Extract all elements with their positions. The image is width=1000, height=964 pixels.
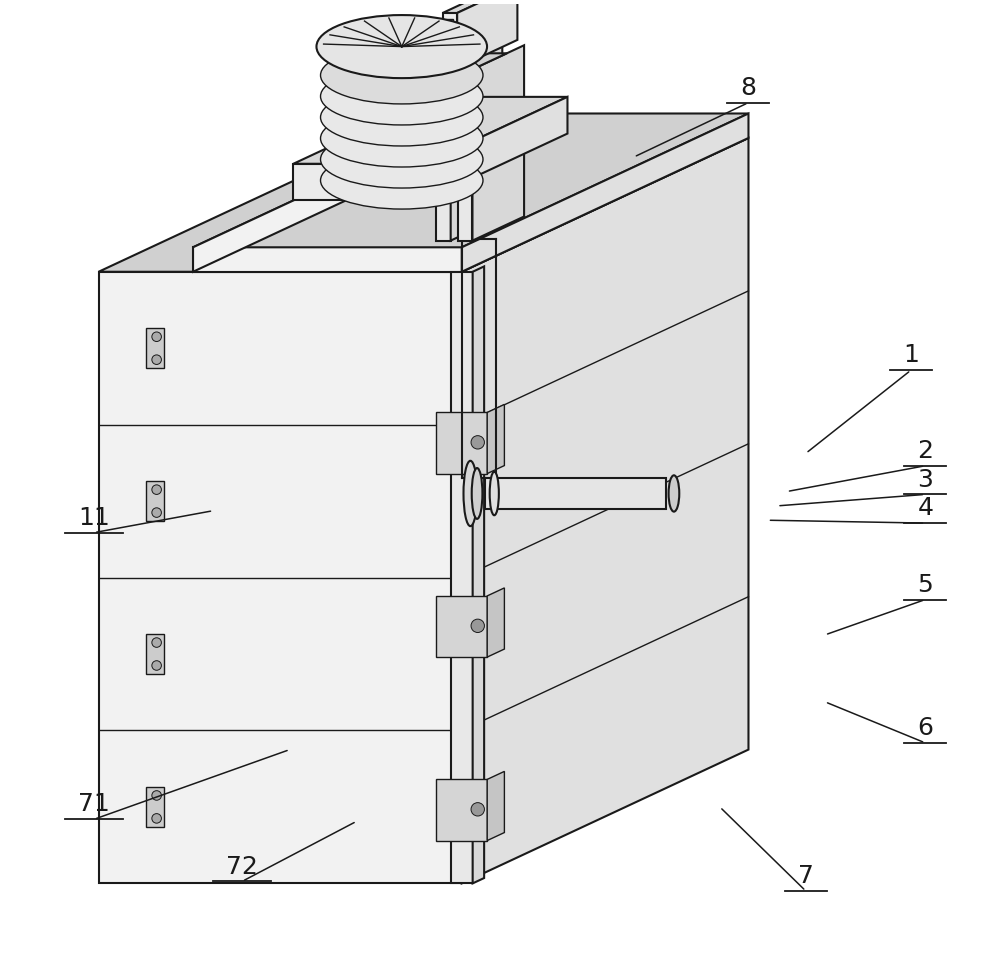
Bar [146,787,164,827]
Polygon shape [446,19,453,62]
Text: 5: 5 [917,573,933,597]
Ellipse shape [321,46,483,104]
Polygon shape [436,780,487,841]
Text: 72: 72 [226,855,258,878]
Ellipse shape [321,131,483,188]
Polygon shape [193,114,748,248]
Circle shape [152,508,161,518]
Bar [146,481,164,522]
Circle shape [152,660,161,670]
Polygon shape [436,69,451,241]
Polygon shape [487,771,504,841]
Polygon shape [293,96,567,164]
Text: 8: 8 [740,76,756,99]
Polygon shape [487,405,504,473]
Ellipse shape [472,469,482,519]
Circle shape [152,814,161,823]
Circle shape [471,803,484,816]
Polygon shape [436,596,487,657]
Polygon shape [443,0,517,13]
Polygon shape [457,0,517,68]
Text: 1: 1 [903,343,919,367]
Polygon shape [193,248,462,272]
Bar [146,634,164,674]
Polygon shape [436,53,507,69]
Ellipse shape [316,15,487,78]
Text: 71: 71 [78,792,110,817]
Circle shape [471,436,484,449]
Ellipse shape [321,67,483,125]
Text: 3: 3 [917,468,933,492]
Polygon shape [99,272,462,883]
Polygon shape [472,45,524,241]
Text: 7: 7 [798,864,814,888]
Polygon shape [462,114,748,272]
Circle shape [152,332,161,341]
Polygon shape [424,96,567,201]
Polygon shape [451,45,502,241]
Polygon shape [99,138,748,272]
Text: 6: 6 [917,716,933,740]
Bar [146,328,164,368]
Polygon shape [487,588,504,657]
Ellipse shape [321,89,483,146]
Polygon shape [443,13,457,68]
Polygon shape [485,478,666,509]
Polygon shape [436,413,487,473]
Text: 11: 11 [78,506,110,530]
Text: 4: 4 [917,496,933,521]
Polygon shape [462,138,748,883]
Ellipse shape [669,475,679,512]
Ellipse shape [321,151,483,209]
Circle shape [152,790,161,800]
Ellipse shape [321,110,483,167]
Ellipse shape [490,471,499,515]
Circle shape [152,485,161,495]
Polygon shape [193,114,480,272]
Text: 2: 2 [917,439,933,463]
Circle shape [471,619,484,632]
Circle shape [152,638,161,648]
Polygon shape [458,69,472,241]
Circle shape [152,355,161,364]
Ellipse shape [463,461,477,526]
Polygon shape [451,272,473,883]
Polygon shape [293,164,424,201]
Polygon shape [473,266,484,883]
